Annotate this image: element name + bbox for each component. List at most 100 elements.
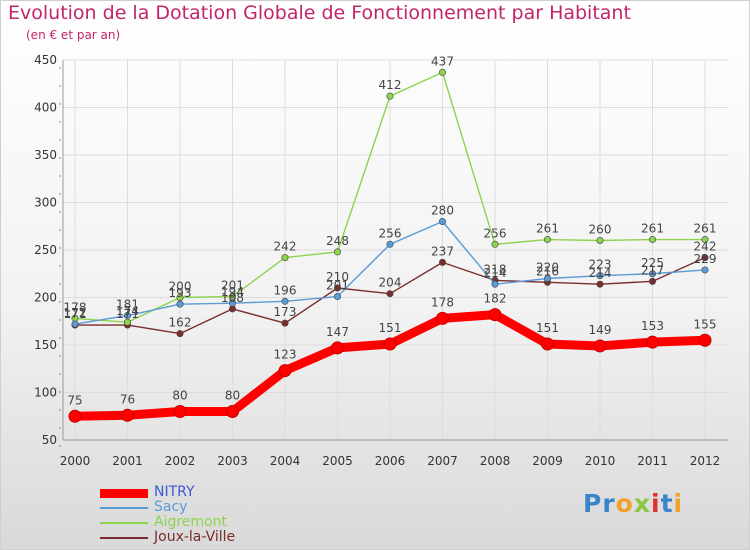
data-point-aigremont xyxy=(386,92,394,100)
data-point-nitry xyxy=(646,335,659,349)
data-point-nitry xyxy=(383,337,397,351)
data-label-joux-la-ville: 204 xyxy=(379,276,402,290)
data-label-sacy: 201 xyxy=(326,279,349,293)
chart-title: Evolution de la Dotation Globale de Fonc… xyxy=(8,2,631,24)
x-tick-label: 2010 xyxy=(585,454,616,468)
data-label-aigremont: 248 xyxy=(326,234,349,248)
logo-letter: o xyxy=(615,489,634,518)
data-point-nitry xyxy=(173,405,187,418)
data-point-nitry xyxy=(593,339,607,353)
y-tick-label: 100 xyxy=(34,386,57,400)
data-label-sacy: 196 xyxy=(274,283,297,297)
x-tick-label: 2000 xyxy=(60,454,91,468)
data-label-joux-la-ville: 242 xyxy=(694,240,717,254)
data-label-sacy: 214 xyxy=(484,266,507,280)
logo-letter: x xyxy=(633,489,651,518)
legend-label: Joux-la-Ville xyxy=(154,529,236,545)
data-label-nitry: 123 xyxy=(274,348,297,362)
data-point-aigremont xyxy=(543,236,551,244)
data-label-aigremont: 412 xyxy=(379,78,402,92)
data-point-sacy xyxy=(491,280,499,288)
x-tick-label: 2004 xyxy=(270,454,301,468)
x-tick-label: 2001 xyxy=(112,454,143,468)
data-point-sacy xyxy=(543,274,551,282)
legend-swatch xyxy=(100,507,148,509)
logo-letter: i xyxy=(651,489,661,518)
data-label-joux-la-ville: 216 xyxy=(536,264,559,278)
data-label-nitry: 80 xyxy=(225,389,240,403)
data-label-aigremont: 201 xyxy=(221,279,244,293)
data-label-aigremont: 242 xyxy=(274,240,297,254)
data-label-sacy: 220 xyxy=(536,261,559,275)
proxiti-logo: Proxiti xyxy=(583,489,683,518)
data-point-aigremont xyxy=(596,237,604,245)
data-point-nitry xyxy=(68,409,82,423)
data-label-joux-la-ville: 214 xyxy=(589,266,612,280)
y-tick-label: 400 xyxy=(34,101,57,115)
data-label-joux-la-ville: 173 xyxy=(274,305,297,319)
legend-label: Aigremont xyxy=(154,514,227,530)
y-tick-label: 350 xyxy=(34,148,57,162)
data-label-joux-la-ville: 237 xyxy=(431,244,454,258)
logo-letter: P xyxy=(583,489,603,518)
data-point-joux-la-ville xyxy=(648,277,656,285)
y-tick-label: 300 xyxy=(34,196,57,210)
x-tick-label: 2002 xyxy=(165,454,196,468)
data-label-joux-la-ville: 171 xyxy=(64,307,87,321)
data-point-nitry xyxy=(278,364,292,378)
data-label-aigremont: 261 xyxy=(694,222,717,236)
y-tick-label: 50 xyxy=(42,433,57,447)
data-label-joux-la-ville: 188 xyxy=(221,291,244,305)
data-label-sacy: 181 xyxy=(116,298,139,312)
data-point-aigremont xyxy=(648,236,656,244)
data-label-nitry: 80 xyxy=(172,389,187,403)
data-point-sacy xyxy=(281,297,289,305)
data-point-sacy xyxy=(333,293,341,301)
x-tick-label: 2005 xyxy=(322,454,353,468)
data-point-sacy xyxy=(438,218,446,226)
data-point-joux-la-ville xyxy=(176,330,184,338)
y-tick-label: 450 xyxy=(34,53,57,67)
logo-letter: r xyxy=(602,489,616,518)
y-tick-label: 200 xyxy=(34,291,57,305)
data-label-aigremont: 174 xyxy=(116,304,139,318)
data-label-nitry: 178 xyxy=(431,295,454,309)
data-label-nitry: 75 xyxy=(67,393,82,407)
legend-label: NITRY xyxy=(154,484,195,500)
data-label-joux-la-ville: 218 xyxy=(484,262,507,276)
data-label-nitry: 147 xyxy=(326,325,349,339)
data-point-joux-la-ville xyxy=(386,290,394,298)
data-label-sacy: 229 xyxy=(694,252,717,266)
data-label-aigremont: 260 xyxy=(589,223,612,237)
legend-swatch xyxy=(100,537,148,539)
data-point-joux-la-ville xyxy=(333,284,341,292)
data-point-nitry xyxy=(121,408,134,422)
data-point-sacy xyxy=(386,240,394,248)
data-label-nitry: 151 xyxy=(536,321,559,335)
data-label-nitry: 155 xyxy=(694,317,717,331)
data-point-aigremont xyxy=(281,254,289,262)
data-label-aigremont: 261 xyxy=(536,222,559,236)
data-label-joux-la-ville: 210 xyxy=(326,270,349,284)
data-label-sacy: 280 xyxy=(431,204,454,218)
data-point-joux-la-ville xyxy=(438,258,446,266)
data-label-nitry: 182 xyxy=(484,292,507,306)
x-tick-label: 2003 xyxy=(217,454,248,468)
data-label-sacy: 256 xyxy=(379,226,402,240)
data-point-sacy xyxy=(71,320,79,328)
data-label-aigremont: 261 xyxy=(641,222,664,236)
x-tick-label: 2009 xyxy=(532,454,563,468)
y-tick-label: 150 xyxy=(34,338,57,352)
data-label-sacy: 193 xyxy=(169,286,192,300)
data-label-aigremont: 256 xyxy=(484,226,507,240)
data-label-aigremont: 437 xyxy=(431,54,454,68)
data-label-joux-la-ville: 217 xyxy=(641,263,664,277)
data-point-sacy xyxy=(176,300,184,308)
data-label-joux-la-ville: 171 xyxy=(116,307,139,321)
data-point-nitry xyxy=(541,337,554,351)
data-label-sacy: 223 xyxy=(589,258,612,272)
data-point-joux-la-ville xyxy=(596,280,604,288)
data-point-nitry xyxy=(488,308,502,322)
data-point-joux-la-ville xyxy=(281,319,289,327)
